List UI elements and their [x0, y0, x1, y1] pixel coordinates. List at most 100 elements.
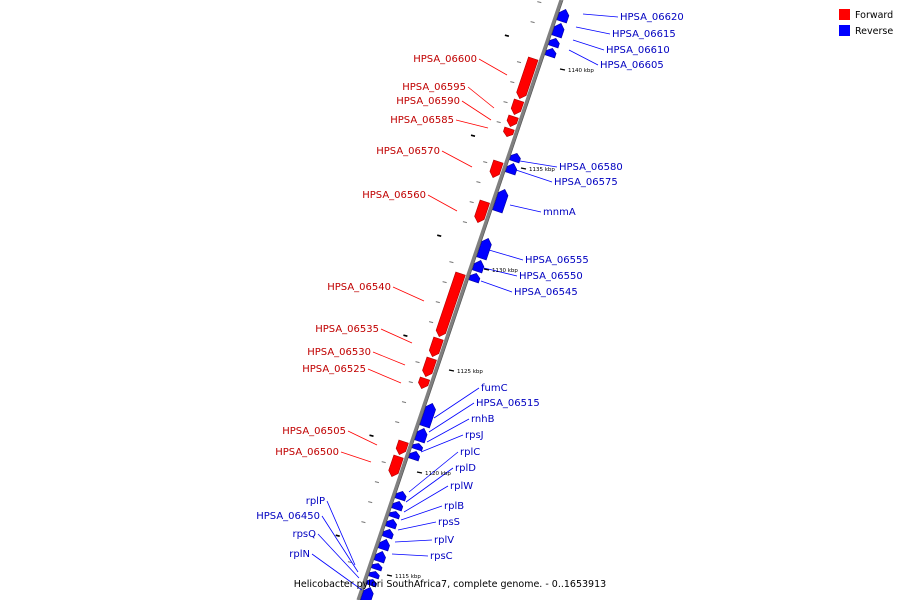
- gene-label-hpsa_06600[interactable]: HPSA_06600: [413, 54, 477, 65]
- gene-arrow-hpsa_06575[interactable]: [505, 163, 518, 176]
- scale-tick: [435, 301, 440, 304]
- gene-label-rpsj[interactable]: rpsJ: [465, 430, 484, 441]
- gene-arrow-hpsa_06590[interactable]: [506, 114, 519, 127]
- gene-label-rpsc[interactable]: rpsC: [430, 551, 453, 562]
- gene-arrow-hpsa_06610[interactable]: [548, 38, 560, 49]
- gene-leader-line: [575, 26, 611, 35]
- gene-arrow-rnhb[interactable]: [411, 443, 424, 452]
- gene-arrow-rpsj[interactable]: [408, 451, 421, 462]
- gene-arrow-rpsq[interactable]: [365, 579, 378, 588]
- gene-arrow-hpsa_06585[interactable]: [503, 126, 515, 137]
- gene-arrow-hpsa_06620[interactable]: [556, 9, 570, 24]
- scale-tick: [510, 81, 515, 84]
- tick-dash: [520, 167, 527, 170]
- gene-label-hpsa_06580[interactable]: HPSA_06580: [559, 162, 623, 173]
- gene-label-hpsa_06535[interactable]: HPSA_06535: [315, 324, 379, 335]
- scale-tick: [403, 334, 408, 337]
- scale-tick: [504, 34, 510, 37]
- scale-tick: [462, 221, 468, 224]
- gene-label-hpsa_06545[interactable]: HPSA_06545: [514, 287, 578, 298]
- gene-arrow-rplb[interactable]: [385, 519, 398, 530]
- gene-label-hpsa_06530[interactable]: HPSA_06530: [307, 347, 371, 358]
- gene-leader-line: [426, 418, 470, 443]
- gene-label-mnma[interactable]: mnmA: [543, 207, 576, 218]
- scale-tick: [395, 421, 400, 424]
- gene-arrow-hpsa_06525[interactable]: [418, 376, 431, 389]
- gene-leader-line: [509, 204, 542, 213]
- gene-label-hpsa_06550[interactable]: HPSA_06550: [519, 271, 583, 282]
- gene-label-rplw[interactable]: rplW: [450, 481, 473, 492]
- gene-label-rplv[interactable]: rplV: [434, 535, 454, 546]
- gene-leader-line: [394, 539, 433, 543]
- gene-label-rplc[interactable]: rplC: [460, 447, 480, 458]
- gene-label-fumc[interactable]: fumC: [481, 383, 508, 394]
- gene-leader-line: [326, 500, 356, 566]
- gene-label-hpsa_06610[interactable]: HPSA_06610: [606, 45, 670, 56]
- gene-label-rplb[interactable]: rplB: [444, 501, 464, 512]
- gene-arrow-hpsa_06570[interactable]: [489, 159, 504, 179]
- gene-arrow-rplp[interactable]: [371, 563, 383, 572]
- gene-arrow-hpsa_06515[interactable]: [414, 428, 428, 444]
- gene-label-rpss[interactable]: rpsS: [438, 517, 460, 528]
- gene-arrow-mnma[interactable]: [492, 189, 509, 214]
- gene-arrow-hpsa_06605[interactable]: [544, 48, 557, 59]
- scale-tick: [340, 581, 346, 584]
- gene-label-hpsa_06605[interactable]: HPSA_06605: [600, 60, 664, 71]
- gene-label-rpsq[interactable]: rpsQ: [292, 529, 316, 540]
- gene-label-rplp[interactable]: rplP: [306, 496, 325, 507]
- gene-arrow-hpsa_06555[interactable]: [476, 238, 492, 261]
- gene-arrow-hpsa_06535[interactable]: [428, 336, 444, 357]
- gene-leader-line: [420, 434, 464, 453]
- map-caption: Helicobacter pylori SouthAfrica7, comple…: [294, 579, 606, 590]
- gene-leader-line: [478, 58, 508, 76]
- gene-label-hpsa_06590[interactable]: HPSA_06590: [396, 96, 460, 107]
- gene-arrow-fumc[interactable]: [419, 403, 436, 429]
- gene-arrow-rpsc[interactable]: [373, 551, 386, 564]
- gene-arrow-hpsa_06580[interactable]: [509, 153, 521, 164]
- gene-label-rpln[interactable]: rplN: [289, 549, 310, 560]
- gene-arrow-hpsa_06595[interactable]: [510, 98, 525, 116]
- gene-arrow-hpsa_06550[interactable]: [472, 259, 485, 274]
- gene-leader-line: [372, 351, 406, 366]
- gene-arrow-hpsa_06505[interactable]: [395, 439, 409, 455]
- tick-dash: [483, 268, 490, 271]
- gene-label-hpsa_06620[interactable]: HPSA_06620: [620, 12, 684, 23]
- gene-label-hpsa_06500[interactable]: HPSA_06500: [275, 447, 339, 458]
- gene-arrow-hpsa_06450[interactable]: [368, 571, 380, 580]
- gene-label-hpsa_06515[interactable]: HPSA_06515: [476, 398, 540, 409]
- gene-leader-line: [519, 160, 558, 168]
- genome-backbone-shadow: [359, 0, 564, 600]
- gene-label-hpsa_06525[interactable]: HPSA_06525: [302, 364, 366, 375]
- gene-arrow-rpss[interactable]: [382, 529, 394, 540]
- gene-label-hpsa_06560[interactable]: HPSA_06560: [362, 190, 426, 201]
- gene-label-hpsa_06555[interactable]: HPSA_06555: [525, 255, 589, 266]
- gene-label-hpsa_06575[interactable]: HPSA_06575: [554, 177, 618, 188]
- gene-label-hpsa_06450[interactable]: HPSA_06450: [256, 511, 320, 522]
- gene-arrow-hpsa_06500[interactable]: [388, 454, 404, 477]
- scale-tick: [437, 234, 442, 237]
- gene-arrow-hpsa_06615[interactable]: [551, 22, 565, 39]
- gene-label-hpsa_06505[interactable]: HPSA_06505: [282, 426, 346, 437]
- gene-arrow-rplc[interactable]: [394, 491, 407, 502]
- gene-label-rpld[interactable]: rplD: [455, 463, 476, 474]
- gene-arrow-hpsa_06540[interactable]: [435, 271, 466, 338]
- gene-arrow-rpln[interactable]: [360, 587, 374, 600]
- gene-label-hpsa_06585[interactable]: HPSA_06585: [390, 115, 454, 126]
- gene-arrow-rplv[interactable]: [377, 539, 390, 552]
- gene-leader-line: [427, 194, 458, 212]
- gene-arrow-hpsa_06530[interactable]: [422, 356, 437, 377]
- gene-leader-line: [321, 515, 359, 573]
- gene-arrow-hpsa_06545[interactable]: [468, 273, 481, 284]
- gene-label-hpsa_06615[interactable]: HPSA_06615: [612, 29, 676, 40]
- gene-label-hpsa_06595[interactable]: HPSA_06595: [402, 82, 466, 93]
- gene-label-hpsa_06570[interactable]: HPSA_06570: [376, 146, 440, 157]
- tick-dash: [448, 369, 455, 372]
- gene-arrow-rplw[interactable]: [388, 511, 401, 520]
- gene-arrow-hpsa_06600[interactable]: [516, 56, 539, 99]
- gene-arrow-rpld[interactable]: [391, 501, 404, 512]
- gene-label-hpsa_06540[interactable]: HPSA_06540: [327, 282, 391, 293]
- gene-arrow-hpsa_06560[interactable]: [474, 199, 490, 223]
- gene-label-rnhb[interactable]: rnhB: [471, 414, 495, 425]
- gene-leader-line: [441, 150, 473, 168]
